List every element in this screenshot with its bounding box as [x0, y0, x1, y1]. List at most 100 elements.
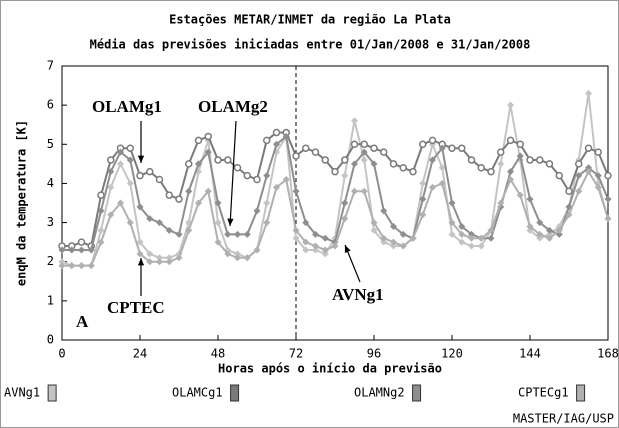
point	[58, 262, 66, 270]
point	[507, 168, 514, 176]
point	[350, 140, 359, 149]
point	[467, 156, 476, 164]
point	[87, 262, 95, 270]
point	[117, 148, 124, 156]
point	[155, 175, 164, 184]
arrow-head	[227, 218, 234, 226]
point	[429, 183, 436, 191]
y-axis-label: enqM da temperatura [K]	[15, 120, 29, 286]
point	[516, 152, 524, 160]
point	[487, 234, 495, 242]
x-tick-label: 72	[289, 347, 303, 361]
point	[545, 160, 554, 168]
legend-label: OLAMNg2	[354, 386, 405, 400]
point	[175, 254, 183, 262]
point	[273, 140, 280, 148]
legend-swatch	[230, 384, 240, 402]
y-tick-label: 2	[47, 254, 54, 268]
point	[87, 246, 95, 254]
point	[282, 176, 290, 184]
point	[390, 222, 397, 230]
point	[156, 219, 163, 227]
point	[604, 195, 612, 203]
point	[68, 246, 76, 254]
point	[282, 132, 290, 140]
point	[351, 117, 358, 125]
point	[253, 246, 261, 254]
point	[428, 136, 437, 145]
point	[448, 144, 456, 152]
point	[458, 222, 466, 230]
point	[546, 226, 553, 234]
point	[146, 258, 154, 266]
point	[536, 156, 544, 164]
point	[575, 187, 583, 195]
point	[204, 187, 212, 195]
point	[419, 140, 427, 149]
annotation: OLAMg1	[92, 97, 162, 116]
point	[351, 187, 358, 195]
y-tick-label: 1	[47, 293, 54, 307]
point	[146, 215, 154, 223]
point	[399, 230, 407, 238]
point	[399, 164, 407, 172]
point	[302, 238, 310, 246]
arrow-head	[137, 258, 145, 266]
point	[243, 254, 251, 262]
point	[165, 226, 173, 234]
point	[107, 156, 115, 164]
annotation: AVNg1	[332, 285, 384, 304]
point	[272, 128, 281, 137]
point	[555, 171, 563, 180]
point	[97, 191, 105, 199]
x-tick-label: 24	[133, 347, 147, 361]
point	[575, 172, 583, 180]
point	[565, 187, 573, 196]
point	[302, 246, 310, 254]
point	[448, 230, 456, 238]
point	[78, 246, 85, 254]
point	[312, 230, 319, 238]
point	[204, 148, 212, 156]
point	[360, 148, 368, 156]
point	[136, 203, 144, 211]
x-tick-label: 96	[367, 347, 381, 361]
point	[263, 172, 271, 180]
point	[97, 226, 105, 234]
point	[156, 254, 163, 262]
point	[360, 156, 368, 164]
point	[351, 160, 358, 168]
point	[165, 191, 173, 199]
y-tick-label: 5	[47, 137, 54, 151]
point	[389, 160, 398, 168]
point	[448, 219, 456, 227]
point	[214, 219, 222, 227]
x-tick-label: 0	[58, 347, 65, 361]
point	[68, 262, 76, 270]
legend-swatch	[412, 384, 422, 402]
point	[195, 160, 202, 168]
point	[331, 167, 339, 176]
point	[604, 171, 612, 180]
point	[107, 168, 115, 176]
point	[507, 101, 514, 109]
point	[409, 167, 417, 176]
point	[321, 156, 329, 164]
chart-subtitle: Média das previsões iniciadas entre 01/J…	[90, 38, 531, 52]
point	[526, 156, 534, 164]
point	[117, 160, 124, 168]
point	[594, 148, 602, 156]
point	[224, 230, 232, 238]
point	[584, 144, 593, 152]
point	[233, 164, 242, 172]
point	[390, 238, 397, 246]
legend-swatch	[47, 384, 57, 402]
point	[58, 258, 66, 266]
y-tick-label: 3	[47, 215, 54, 229]
point	[243, 171, 251, 180]
point	[321, 246, 329, 254]
chart-title: Estações METAR/INMET da região La Plata	[169, 13, 451, 27]
arrow-head	[344, 245, 351, 253]
point	[585, 168, 592, 176]
